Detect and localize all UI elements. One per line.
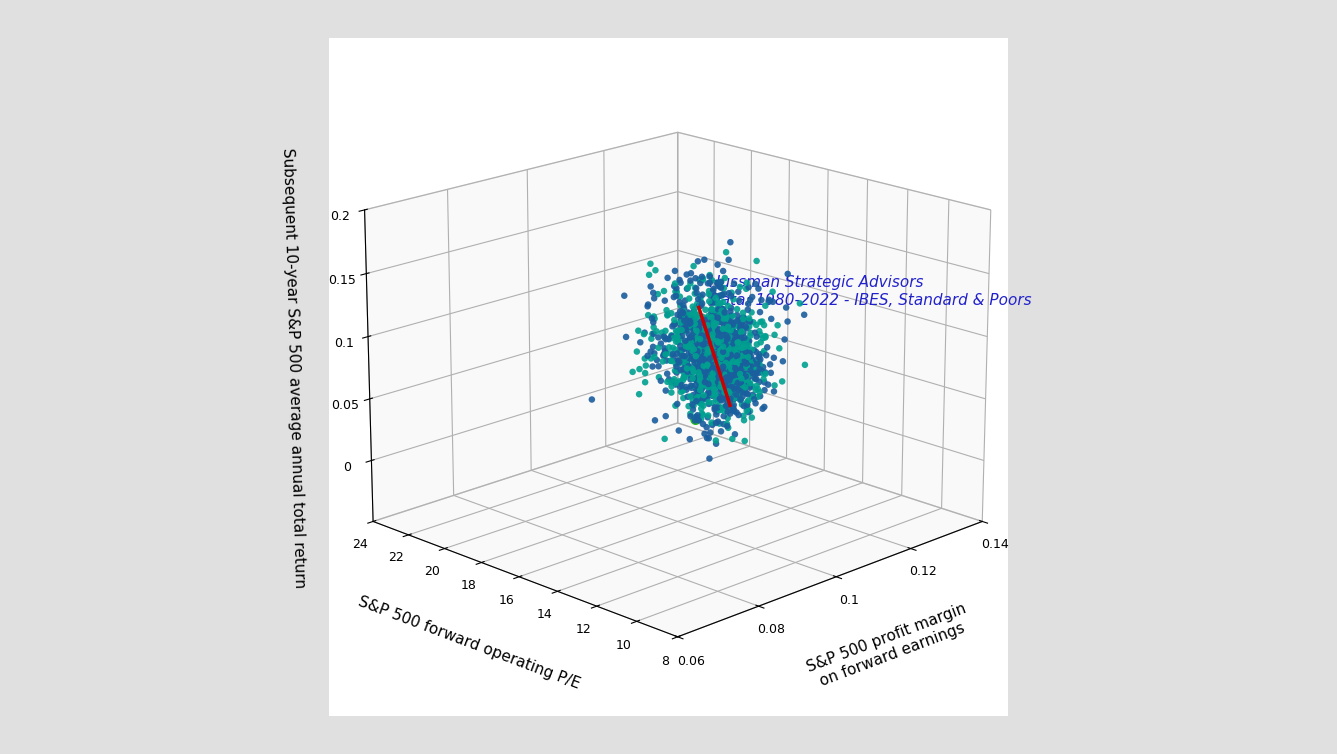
Text: Hussman Strategic Advisors
Data: 1980-2022 - IBES, Standard & Poors: Hussman Strategic Advisors Data: 1980-20… [709, 275, 1032, 308]
Y-axis label: S&P 500 forward operating P/E: S&P 500 forward operating P/E [356, 594, 582, 692]
X-axis label: S&P 500 profit margin
on forward earnings: S&P 500 profit margin on forward earning… [805, 602, 975, 691]
